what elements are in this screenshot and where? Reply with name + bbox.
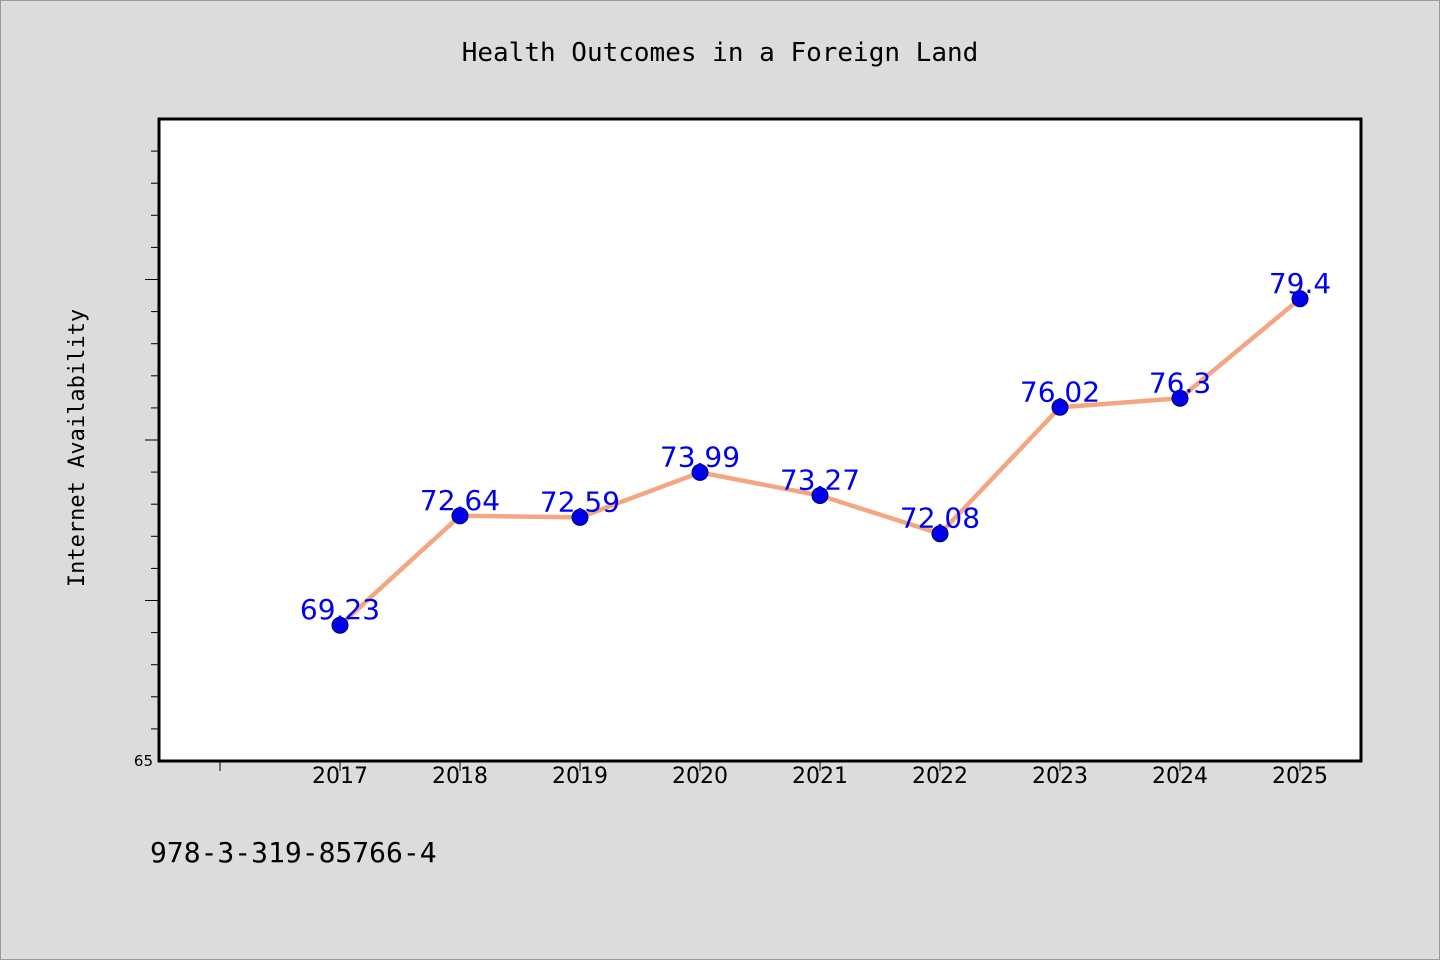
data-labels: 69.23 72.64 72.59 73.99 73.27 72.08 76.02 76.3 7… [300,267,1331,626]
data-label: 76.3 [1149,366,1211,399]
data-point [571,508,589,526]
x-tick-label: 2020 [672,764,728,789]
data-label: 72.59 [540,485,620,518]
y-axis-ticks [145,150,159,730]
x-tick-label: 2018 [432,764,488,789]
x-tick-label: 2022 [912,764,968,789]
x-axis-ticks [219,761,1301,771]
data-point [451,507,469,525]
data-markers [331,290,1309,634]
y-tick-label: 65 [134,752,153,770]
data-point [691,463,709,481]
x-tick-label: 2017 [312,764,368,789]
x-tick-label: 2021 [792,764,848,789]
data-label: 76.02 [1020,375,1100,408]
footer-code: 978-3-319-85766-4 [150,836,437,869]
data-label: 79.4 [1269,267,1331,300]
x-tick-label: 2019 [552,764,608,789]
data-point [1051,398,1069,416]
data-label: 69.23 [300,593,380,626]
data-point [331,616,349,634]
y-axis-label: Internet Availability [65,309,90,587]
chart-title: Health Outcomes in a Foreign Land [462,38,979,68]
data-label: 73.27 [780,464,860,497]
data-point [1171,389,1189,407]
x-tick-label: 2023 [1032,764,1088,789]
data-label: 73.99 [660,440,740,473]
x-tick-label: 2025 [1272,764,1328,789]
data-label: 72.64 [420,484,500,517]
data-point [931,525,949,543]
plot-area [157,117,1363,763]
x-tick-label: 2024 [1152,764,1208,789]
data-point [1291,290,1309,308]
x-axis-tick-labels: 2017 2018 2019 2020 2021 2022 2023 2024 2025 [312,764,1328,789]
data-point [811,487,829,505]
y-axis-tick-labels: 65 [134,752,153,770]
data-label: 72.08 [900,502,980,535]
